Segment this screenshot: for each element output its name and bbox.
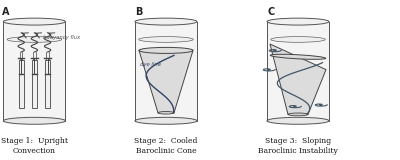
Ellipse shape	[135, 18, 197, 25]
Text: buoyancy flux: buoyancy flux	[43, 35, 80, 40]
Polygon shape	[139, 50, 193, 113]
Text: Stage 3:  Sloping
Baroclinic Instability: Stage 3: Sloping Baroclinic Instability	[258, 137, 338, 155]
Ellipse shape	[135, 117, 197, 124]
Text: B: B	[135, 7, 142, 17]
Text: A: A	[2, 7, 10, 17]
Ellipse shape	[3, 18, 66, 25]
Bar	[32, 60, 37, 108]
Ellipse shape	[267, 18, 329, 25]
Text: dye line: dye line	[140, 62, 161, 67]
Ellipse shape	[288, 113, 308, 116]
Text: Stage 1:  Upright
Convection: Stage 1: Upright Convection	[1, 137, 68, 155]
Text: C: C	[267, 7, 274, 17]
Ellipse shape	[139, 37, 193, 42]
Ellipse shape	[270, 54, 326, 59]
Bar	[135, 22, 197, 121]
Ellipse shape	[7, 37, 62, 42]
Ellipse shape	[267, 117, 329, 124]
Polygon shape	[270, 44, 326, 114]
Ellipse shape	[271, 37, 325, 42]
Ellipse shape	[158, 112, 174, 114]
Text: Stage 2:  Cooled
Baroclinic Cone: Stage 2: Cooled Baroclinic Cone	[134, 137, 198, 155]
Ellipse shape	[139, 47, 193, 53]
Bar	[45, 60, 50, 108]
Ellipse shape	[3, 117, 66, 124]
Bar	[3, 22, 65, 121]
Bar	[18, 60, 24, 108]
Bar	[267, 22, 329, 121]
